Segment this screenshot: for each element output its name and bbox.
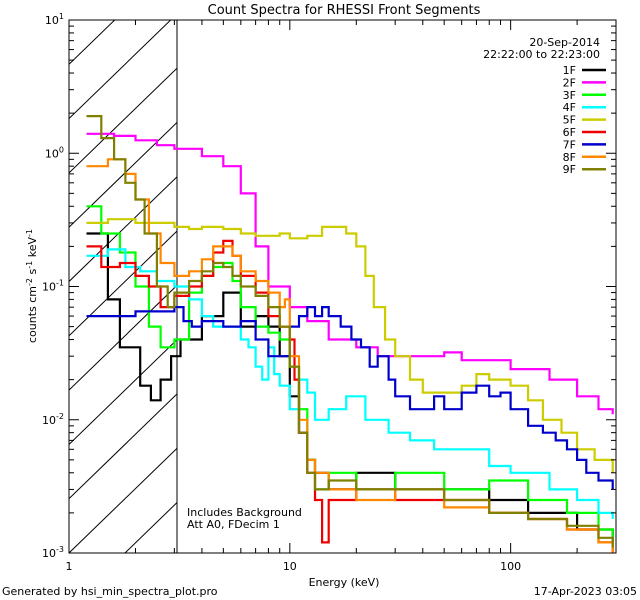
series-lines	[86, 115, 614, 553]
hatch-line	[237, 10, 640, 553]
y-tick-label: 10-2	[42, 412, 64, 427]
annotation-attenuator: Att A0, FDecim 1	[187, 518, 280, 531]
hatch-line	[69, 20, 172, 120]
x-tick-label: 10	[283, 560, 297, 573]
annotation-background: Includes Background	[187, 506, 302, 519]
series-line-7F	[86, 306, 614, 490]
series-line-8F	[86, 158, 614, 553]
legend-label-9F: 9F	[563, 163, 576, 176]
legend-label-2F: 2F	[563, 76, 576, 89]
hatched-region	[69, 10, 640, 553]
chart-title: Count Spectra for RHESSI Front Segments	[208, 3, 481, 18]
x-axis-label: Energy (keV)	[309, 576, 380, 589]
hatch-line	[69, 447, 177, 553]
hatch-line	[69, 393, 177, 500]
time-range-label: 22:22:00 to 22:23:00	[483, 48, 600, 61]
series-line-5F	[86, 218, 614, 473]
legend-label-3F: 3F	[563, 89, 576, 102]
y-tick-label: 10-3	[42, 545, 64, 560]
series-line-9F	[86, 115, 614, 548]
legend-label-4F: 4F	[563, 101, 576, 114]
x-tick-label: 1	[66, 560, 73, 573]
y-tick-label: 100	[45, 145, 64, 160]
legend-label-5F: 5F	[563, 114, 576, 127]
y-tick-label: 101	[45, 12, 64, 27]
x-tick-labels: 1 10 100	[66, 560, 522, 573]
series-line-3F	[86, 205, 614, 543]
date-label: 20-Sep-2014	[529, 36, 600, 49]
axis-ticks	[68, 20, 617, 554]
legend-label-7F: 7F	[563, 138, 576, 151]
y-tick-label: 10-1	[42, 279, 64, 294]
y-tick-labels: 10-3 10-2 10-1 100 101	[42, 12, 64, 560]
legend-label-6F: 6F	[563, 126, 576, 139]
hatch-line	[69, 230, 177, 337]
footer-generated-by: Generated by hsi_min_spectra_plot.pro	[2, 585, 218, 598]
legend-label-8F: 8F	[563, 151, 576, 164]
hatch-line	[69, 67, 177, 174]
series-line-2F	[86, 132, 614, 415]
series-line-4F	[86, 248, 614, 519]
y-axis-label: counts cm-2 s-1 keV-1	[25, 229, 39, 343]
footer-timestamp: 17-Apr-2023 03:05	[534, 585, 637, 598]
x-tick-label: 100	[500, 560, 521, 573]
series-line-1F	[86, 232, 614, 543]
legend-label-1F: 1F	[563, 64, 576, 77]
